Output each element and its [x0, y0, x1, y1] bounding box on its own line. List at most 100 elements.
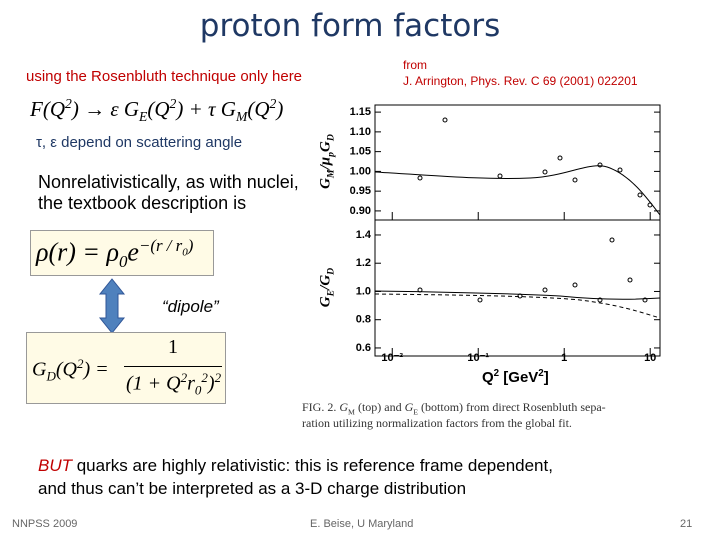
eq-part: 0 — [182, 246, 188, 259]
fit-curve — [374, 165, 661, 216]
label-part: 2 — [538, 368, 544, 379]
caption-part: E — [413, 407, 419, 417]
label-part: p — [325, 152, 337, 157]
eq-part: −(r / r — [138, 236, 183, 255]
y-axis-label: GE/GD — [318, 263, 337, 313]
eq-part: ) — [276, 97, 284, 121]
label-part: ] — [543, 369, 549, 386]
y-tick-label: 0.95 — [350, 185, 371, 197]
description: Nonrelativistically, as with nuclei, — [38, 172, 299, 192]
x-tick-label: 10 — [644, 352, 656, 364]
eq-part: D — [46, 368, 56, 384]
eq-part: ) + τ G — [176, 97, 236, 121]
caption-part: FIG. 2. — [302, 400, 340, 414]
top-panel — [374, 104, 661, 221]
eq-part: (Q — [55, 358, 77, 381]
eq-part: ) → ε G — [71, 97, 140, 121]
x-tick-label: 1 — [561, 352, 567, 364]
eq-part: 0 — [194, 382, 202, 398]
eq-part: (Q — [247, 97, 270, 121]
eq-part: F(Q — [30, 97, 65, 121]
y-tick-label: 1.2 — [356, 257, 371, 269]
y-tick-label: 0.6 — [356, 342, 371, 354]
y-tick-label: 0.8 — [356, 314, 371, 326]
eq-part: 0 — [118, 251, 128, 271]
eq-part: (Q — [147, 97, 170, 121]
y-axis-label: GM/μpGD — [318, 117, 337, 207]
y-tick-label: 1.05 — [350, 146, 371, 158]
page-number: 21 — [680, 518, 693, 530]
equation: ρ(r) = ρ0e−(r / r0) — [36, 236, 193, 272]
equation-box — [30, 230, 214, 276]
eq-part: (1 + Q — [126, 372, 181, 395]
figure-caption: FIG. 2. GM (top) and GE (bottom) from di… — [302, 400, 606, 431]
y-tick-label: 1.00 — [350, 165, 371, 177]
method-note: using the Rosenbluth technique only here — [26, 68, 303, 85]
caption-part: G — [339, 400, 349, 414]
label-part: /G — [317, 274, 334, 290]
eq-part: ρ(r) = ρ — [36, 237, 119, 267]
eq-part: 2 — [214, 370, 222, 385]
label-part: D — [325, 267, 337, 275]
eq-part: e — [127, 237, 139, 267]
data-points — [417, 117, 653, 303]
caption-part: G — [404, 400, 414, 414]
footer-center: E. Beise, U Maryland — [310, 518, 414, 530]
source-from: from — [403, 58, 427, 72]
y-tick-label: 1.15 — [350, 106, 371, 118]
eq-part: E — [139, 109, 148, 125]
eq-part: 2 — [65, 96, 72, 111]
eq-part: G — [32, 358, 47, 381]
label-part: [GeV — [499, 369, 539, 386]
description: the textbook description is — [38, 193, 247, 213]
fraction-bar — [124, 366, 222, 367]
conclusion-lead: BUT — [38, 456, 72, 475]
bottom-panel — [374, 219, 661, 357]
fit-curve — [374, 290, 661, 300]
x-tick-label: 10⁻² — [381, 352, 403, 364]
fit-curve — [374, 293, 661, 319]
eq-part: ) — [187, 236, 194, 255]
caption-part: M — [348, 407, 355, 417]
y-tick-label: 1.10 — [350, 126, 371, 138]
eq-part: 2 — [180, 370, 188, 385]
eq-part: 2 — [201, 370, 208, 385]
double-arrow — [98, 278, 126, 334]
eq-part: 2 — [169, 96, 177, 111]
conclusion-text: quarks are highly relativistic: this is … — [72, 456, 553, 475]
eq-part: ) = — [83, 358, 109, 381]
caption-part: (bottom) from direct Rosenbluth sepa- — [418, 400, 606, 414]
eq-part: 2 — [76, 356, 84, 371]
angle-note: τ, ε depend on scattering angle — [36, 134, 243, 151]
label-part: G — [317, 141, 334, 152]
label-part: G — [317, 296, 334, 308]
conclusion: BUT quarks are highly relativistic: this… — [38, 456, 553, 476]
y-tick-label: 0.90 — [350, 205, 371, 217]
label-part: E — [325, 289, 337, 297]
label-part: 2 — [493, 368, 500, 379]
label-part: Q — [482, 369, 494, 386]
source-reference: J. Arrington, Phys. Rev. C 69 (2001) 022… — [403, 74, 638, 88]
fraction-numerator: 1 — [168, 336, 178, 358]
dipole-label: “dipole” — [162, 297, 219, 316]
label-part: M — [325, 169, 337, 179]
equation: F(Q2) → ε GE(Q2) + τ GM(Q2) — [30, 96, 283, 125]
eq-part: ) — [207, 372, 215, 395]
eq-part: M — [235, 109, 248, 125]
caption-part: (top) and — [354, 400, 405, 414]
x-axis-label: Q2 [GeV2] — [482, 368, 549, 386]
slide-title: proton form factors — [199, 8, 501, 44]
conclusion: and thus can’t be interpreted as a 3-D c… — [38, 479, 467, 498]
equation: (1 + Q2r02)2 — [126, 370, 221, 399]
eq-part: r — [187, 372, 195, 395]
eq-part: 2 — [269, 96, 277, 111]
equation: GD(Q2) = — [32, 356, 109, 385]
y-tick-label: 1.0 — [356, 285, 371, 297]
equation-box — [26, 332, 226, 404]
caption-part: ration utilizing normalization factors f… — [302, 416, 572, 431]
y-tick-label: 1.4 — [356, 229, 372, 241]
label-part: G — [317, 178, 334, 189]
label-part: D — [325, 134, 337, 142]
